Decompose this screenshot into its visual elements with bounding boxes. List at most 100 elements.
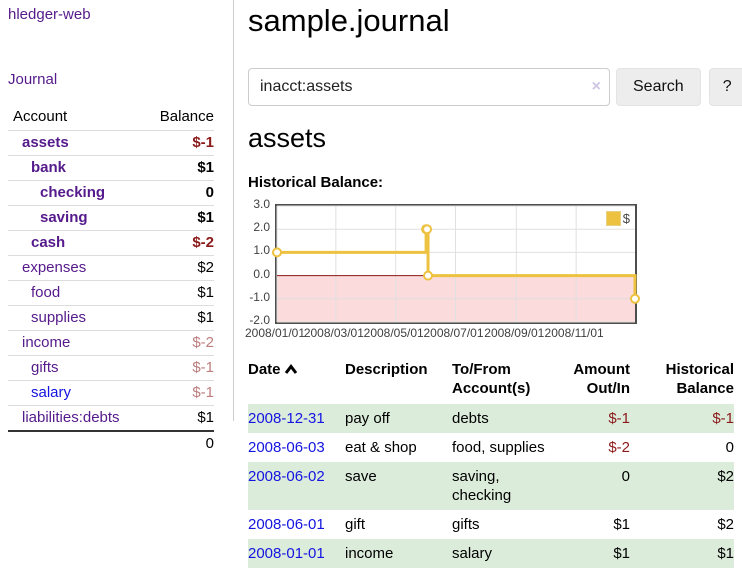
account-row: income $-2 — [8, 330, 214, 356]
legend-swatch — [605, 211, 621, 226]
account-link[interactable]: income — [22, 334, 71, 351]
account-row: gifts $-1 — [8, 355, 214, 381]
transaction-date-link[interactable]: 2008-06-03 — [248, 439, 325, 456]
transaction-balance: $-1 — [712, 410, 734, 427]
transaction-amount: 0 — [621, 468, 630, 485]
legend-label: $ — [622, 211, 630, 226]
chart-plot-area: $ — [272, 204, 640, 324]
chart-legend: $ — [603, 210, 632, 227]
account-link[interactable]: checking — [40, 184, 106, 201]
account-link[interactable]: liabilities:debts — [22, 409, 120, 426]
account-table-header: Account Balance — [8, 105, 214, 131]
account-row: liabilities:debts $1 — [8, 405, 214, 432]
account-total-row: 0 — [8, 430, 214, 456]
y-axis-tick-label: -2.0 — [249, 313, 270, 327]
account-row: supplies $1 — [8, 305, 214, 331]
account-balance: $1 — [197, 209, 214, 226]
transaction-accounts: saving, checking — [452, 468, 512, 504]
transaction-date-link[interactable]: 2008-06-02 — [248, 468, 325, 485]
account-row: assets $-1 — [8, 130, 214, 156]
main-content: sample.journal × Search ? assets Histori… — [245, 0, 742, 582]
page-title: sample.journal — [248, 3, 450, 38]
account-balance: $-1 — [192, 384, 214, 401]
search-form: × Search ? — [248, 68, 742, 106]
account-link[interactable]: gifts — [31, 359, 59, 376]
account-balance: $1 — [197, 309, 214, 326]
account-balance: $-2 — [192, 334, 214, 351]
account-link[interactable]: expenses — [22, 259, 87, 276]
transaction-description: save — [345, 468, 377, 485]
transaction-balance: $2 — [717, 468, 734, 485]
historical-balance-label: Historical Balance: — [248, 174, 384, 191]
x-axis-tick-label: 2008/07/01 — [423, 326, 484, 340]
transaction-accounts: food, supplies — [452, 439, 545, 456]
register-table-body: 2008-12-31 pay off debts $-1 $-1 2008-06… — [248, 404, 734, 568]
x-axis-tick-label: 2008/11/01 — [544, 326, 604, 340]
balance-column-header-main: Historical Balance — [665, 361, 734, 397]
transaction-date-link[interactable]: 2008-12-31 — [248, 410, 325, 427]
transaction-date-link[interactable]: 2008-01-01 — [248, 545, 325, 562]
clear-search-icon[interactable]: × — [591, 78, 601, 95]
transaction-amount: $1 — [613, 516, 630, 533]
x-axis-tick-label: 2008/03/01 — [303, 326, 364, 340]
account-column-header: Account — [13, 108, 68, 125]
transaction-balance: $1 — [717, 545, 734, 562]
account-row: checking 0 — [8, 180, 214, 206]
transaction-accounts: debts — [452, 410, 489, 427]
transaction-accounts: gifts — [452, 516, 480, 533]
transaction-description: pay off — [345, 410, 390, 427]
help-button[interactable]: ? — [708, 68, 742, 106]
transaction-row: 2008-12-31 pay off debts $-1 $-1 — [248, 404, 734, 433]
transaction-row: 2008-06-03 eat & shop food, supplies $-2… — [248, 433, 734, 462]
register-header-row: Date Description To/From Account(s) Amou… — [248, 360, 734, 404]
sidebar: hledger-web Journal Account Balance asse… — [8, 6, 220, 456]
transaction-description: eat & shop — [345, 439, 417, 456]
transaction-amount: $1 — [613, 545, 630, 562]
account-table-body: assets $-1 bank $1 checking 0 saving $1 … — [8, 130, 214, 432]
account-link[interactable]: food — [31, 284, 61, 301]
account-balance: $-1 — [192, 134, 214, 151]
account-balance: $-2 — [192, 234, 214, 251]
account-link[interactable]: cash — [31, 234, 66, 251]
sidebar-divider — [233, 0, 234, 421]
account-link[interactable]: salary — [31, 384, 72, 401]
y-axis-tick-label: 0.0 — [253, 266, 270, 281]
y-axis-tick-label: 2.0 — [253, 220, 270, 235]
account-row: bank $1 — [8, 155, 214, 181]
account-link[interactable]: bank — [31, 159, 67, 176]
transaction-description: gift — [345, 516, 366, 533]
search-button[interactable]: Search — [616, 68, 701, 106]
account-link[interactable]: saving — [40, 209, 88, 226]
transaction-row: 2008-06-02 save saving, checking 0 $2 — [248, 462, 734, 510]
account-link[interactable]: supplies — [31, 309, 87, 326]
account-row: cash $-2 — [8, 230, 214, 256]
x-axis-tick-label: 2008/09/01 — [484, 326, 545, 340]
transaction-accounts: salary — [452, 545, 493, 562]
y-axis-tick-label: 1.0 — [253, 243, 270, 258]
sidebar-item-journal[interactable]: Journal — [8, 71, 58, 88]
account-link[interactable]: assets — [22, 134, 69, 151]
balance-column-header: Balance — [159, 108, 214, 125]
account-row: saving $1 — [8, 205, 214, 231]
account-total-value: 0 — [146, 430, 214, 456]
description-column-header: Description — [345, 361, 428, 378]
x-axis-tick-label: 2008/05/01 — [363, 326, 424, 340]
account-row: expenses $2 — [8, 255, 214, 281]
transaction-balance: $2 — [717, 516, 734, 533]
y-axis-tick-label: 3.0 — [253, 197, 270, 211]
account-balance: $-1 — [192, 359, 214, 376]
app-title-link[interactable]: hledger-web — [8, 6, 91, 23]
search-input[interactable] — [248, 68, 610, 106]
account-balance: 0 — [205, 184, 214, 201]
date-column-header[interactable]: Date — [248, 360, 345, 404]
sort-ascending-icon — [284, 364, 297, 374]
account-heading: assets — [248, 123, 327, 153]
account-balance-table: Account Balance assets $-1 bank $1 check… — [8, 105, 214, 456]
transaction-amount: $-2 — [608, 439, 630, 456]
transaction-date-link[interactable]: 2008-06-01 — [248, 516, 325, 533]
balance-chart: $ 3.0 2.0 1.0 0.0 -1.0 -2.0 2008/01/01 2008/03/… — [245, 194, 737, 348]
accounts-column-header: To/From Account(s) — [452, 361, 531, 397]
account-balance: $1 — [197, 284, 214, 301]
y-axis-tick-label: -1.0 — [249, 289, 270, 304]
transaction-balance: 0 — [725, 439, 734, 456]
